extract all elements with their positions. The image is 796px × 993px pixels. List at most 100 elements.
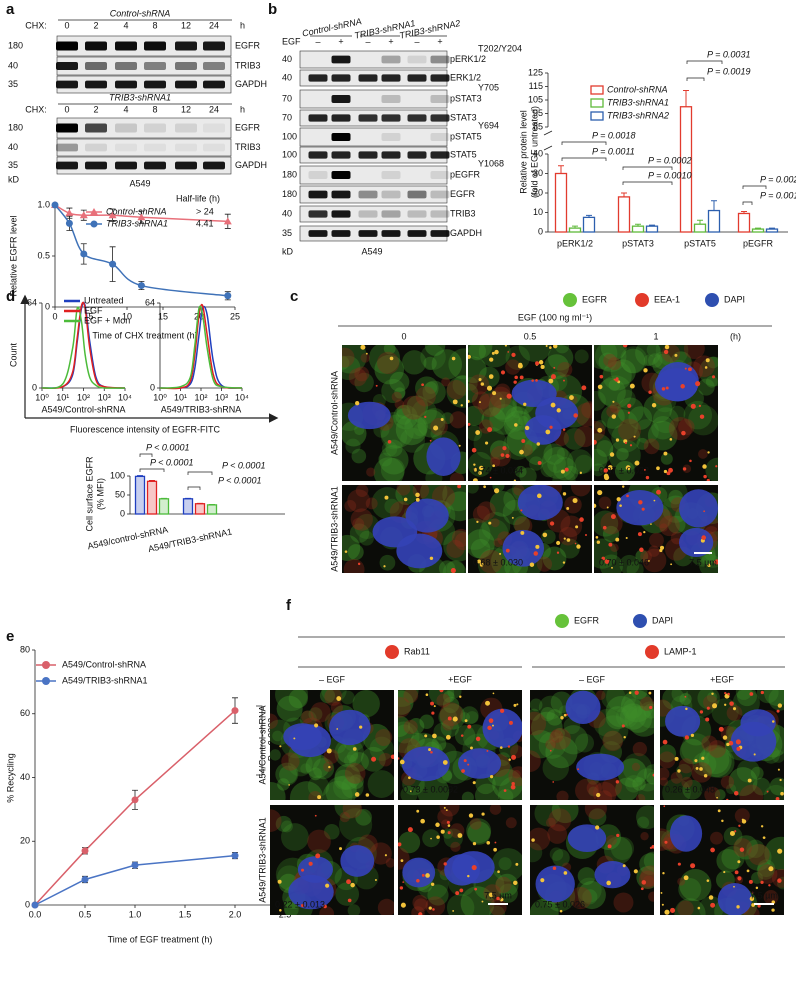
- y-axis-label: Relative protein level: [518, 110, 528, 194]
- blot-band: [430, 151, 450, 159]
- vesicle: [689, 459, 692, 463]
- egfr-signal: [276, 695, 303, 722]
- vesicle: [315, 853, 321, 859]
- red-signal: [396, 485, 411, 496]
- egfr-signal: [530, 898, 559, 915]
- vesicle: [594, 439, 597, 445]
- egfr-signal: [446, 893, 475, 915]
- panel-letter: d: [6, 288, 15, 305]
- egfr-signal: [281, 820, 293, 833]
- vesicle: [749, 896, 755, 902]
- egfr-signal: [467, 821, 491, 845]
- red-signal: [342, 805, 363, 819]
- vesicle: [703, 510, 706, 513]
- egfr-signal: [339, 808, 373, 842]
- egfr-signal: [530, 730, 556, 759]
- egfr-signal: [669, 405, 686, 422]
- vesicle: [612, 400, 615, 403]
- egfr-signal: [519, 467, 537, 481]
- vesicle: [511, 782, 515, 786]
- red-signal: [377, 898, 394, 915]
- x-tick-label: 10¹: [56, 392, 69, 402]
- blot-band: [85, 61, 107, 71]
- egfr-signal: [415, 376, 439, 400]
- vesicle: [625, 465, 631, 471]
- y-tick-label: 64: [27, 297, 37, 307]
- vesicle: [749, 692, 754, 696]
- red-signal: [493, 538, 503, 548]
- egfr-signal: [352, 690, 380, 718]
- micrograph: [342, 485, 466, 573]
- vesicle: [575, 525, 579, 529]
- egfr-signal: [513, 515, 531, 533]
- vesicle: [695, 381, 701, 387]
- data-point: [81, 847, 89, 855]
- blot-band: [381, 170, 401, 180]
- blot-band: [430, 190, 450, 199]
- red-signal: [726, 705, 743, 721]
- vesicle: [478, 465, 484, 471]
- red-signal: [603, 353, 617, 368]
- nucleus: [665, 705, 701, 737]
- bar: [182, 498, 194, 515]
- vesicle: [661, 387, 666, 391]
- vesicle: [562, 561, 566, 564]
- vesicle: [499, 897, 504, 902]
- vesicle: [734, 830, 737, 833]
- lane-label: 12: [181, 20, 191, 30]
- x-tick-label: 0.0: [29, 909, 42, 919]
- error-bar: [137, 475, 143, 477]
- red-signal: [412, 894, 428, 911]
- y-tick-label: 0: [45, 301, 50, 311]
- egfr-signal: [542, 754, 570, 782]
- data-point: [51, 201, 59, 209]
- egfr-signal: [593, 708, 622, 737]
- vesicle: [552, 781, 555, 783]
- egfr-signal: [764, 690, 784, 707]
- data-point: [231, 852, 239, 860]
- red-signal: [347, 489, 371, 513]
- egfr-signal: [398, 831, 421, 854]
- red-signal: [385, 858, 394, 868]
- red-signal: [403, 719, 418, 735]
- vesicle: [712, 375, 716, 379]
- red-signal: [618, 418, 642, 442]
- blot-band: [381, 55, 401, 64]
- vesicle: [500, 370, 506, 375]
- blot-band: [331, 190, 351, 199]
- egfr-signal: [594, 345, 627, 373]
- vesicle: [424, 415, 427, 419]
- mw-marker: 180: [8, 40, 23, 50]
- mw-marker: 180: [282, 189, 297, 199]
- vesicle: [712, 703, 718, 709]
- vesicle: [314, 814, 317, 817]
- red-signal: [720, 775, 735, 789]
- legend-label: TRIB3-shRNA2: [607, 110, 669, 120]
- vesicle: [523, 402, 527, 406]
- egfr-signal: [514, 465, 527, 478]
- vesicle: [663, 805, 666, 808]
- egfr-signal: [504, 414, 523, 433]
- vesicle: [521, 439, 526, 443]
- legend-swatch: [590, 85, 604, 95]
- vesicle: [728, 740, 734, 746]
- vesicle: [375, 384, 378, 387]
- egfr-signal: [554, 728, 565, 739]
- egfr-signal: [322, 780, 353, 800]
- legend-label: DAPI: [724, 294, 745, 304]
- vesicle: [507, 351, 510, 353]
- egfr-signal: [611, 423, 641, 453]
- legend-swatch: [590, 98, 604, 108]
- blot-band: [331, 55, 351, 64]
- vesicle: [662, 872, 665, 875]
- egfr-signal: [270, 781, 286, 800]
- vesicle: [433, 425, 439, 431]
- egfr-signal: [530, 711, 563, 744]
- vesicle: [629, 383, 635, 389]
- vesicle: [537, 460, 542, 465]
- y-tick-label: 0: [538, 226, 543, 236]
- egfr-signal: [277, 778, 290, 791]
- y-tick-label: 125: [528, 67, 543, 77]
- egfr-signal: [599, 554, 623, 573]
- vesicle: [702, 464, 707, 469]
